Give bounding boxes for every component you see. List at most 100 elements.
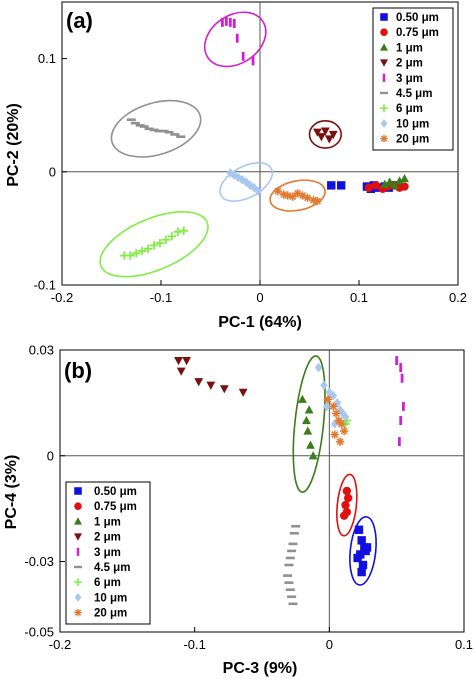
x-tick-label-a: 0.2 xyxy=(449,290,467,305)
point-0-50-m xyxy=(336,181,346,190)
point-3-m xyxy=(402,401,405,411)
legend-label-10-m: 10 μm xyxy=(396,118,429,130)
legend-label-0-50-m: 0.50 μm xyxy=(396,12,439,24)
series-0-75-m-b xyxy=(339,486,353,520)
point-20-m xyxy=(298,191,307,200)
panel-a: -0.2 -0.1 0 0.1 0.2-0.100.1 (a) PC-1 (64%) P… xyxy=(5,1,467,331)
panel-label-a: (a) xyxy=(66,8,93,33)
point-20-m xyxy=(339,426,349,436)
point-4-5-m xyxy=(288,542,298,546)
point-4-5-m xyxy=(283,574,293,577)
point-6-m xyxy=(137,246,147,256)
point-1-m xyxy=(306,440,315,449)
point-6-m xyxy=(143,244,153,253)
point-2-m xyxy=(174,357,183,366)
y-tick-label-a: -0.1 xyxy=(34,278,56,293)
point-1-m xyxy=(297,394,307,403)
cluster-ellipse-a xyxy=(308,120,342,149)
panel-b: -0.2 -0.1 0 0.1 -0.05 -0.03 0 0.03 (b) PC-3 (9%… xyxy=(3,343,473,678)
point-0-50-m xyxy=(357,567,366,577)
x-tick-label-a: -0.2 xyxy=(51,290,73,305)
point-10-m xyxy=(238,174,246,185)
legend-label-1-m: 1 μm xyxy=(396,42,423,54)
point-20-m xyxy=(288,192,297,201)
point-20-m xyxy=(309,195,318,205)
point-2-m xyxy=(182,357,191,366)
series-1-m-b xyxy=(297,394,318,460)
point-2-m xyxy=(206,381,216,390)
legend-label-10-m: 10 μm xyxy=(94,592,127,604)
point-1-m xyxy=(395,176,404,185)
ellipses-a xyxy=(99,11,342,278)
point-0-50-m xyxy=(354,525,364,534)
cluster-ellipse-a xyxy=(219,162,274,202)
point-1-m xyxy=(385,177,395,186)
x-tick-label-b: -0.1 xyxy=(183,637,205,652)
series-20-m-b xyxy=(323,395,349,446)
point-3-m xyxy=(395,356,399,366)
legend-label-3-m: 3 μm xyxy=(396,73,423,85)
point-20-m xyxy=(335,437,345,446)
legend-marker-0-50-m xyxy=(380,13,388,21)
x-axis-label-b: PC-3 (9%) xyxy=(223,660,298,677)
point-1-m xyxy=(400,173,409,183)
point-0-75-m xyxy=(342,507,352,517)
point-0-75-m xyxy=(342,486,352,496)
point-20-m xyxy=(313,197,322,206)
point-4-5-m xyxy=(139,125,149,128)
point-2-m xyxy=(313,128,322,137)
point-2-m xyxy=(324,135,334,144)
point-20-m xyxy=(293,189,302,198)
point-0-75-m xyxy=(343,493,353,503)
series-10-m-a xyxy=(226,168,262,196)
cluster-ellipse-a xyxy=(269,179,326,212)
point-3-m xyxy=(399,363,403,373)
point-4-5-m xyxy=(291,524,301,528)
point-2-m xyxy=(316,133,326,142)
cluster-ellipse-a xyxy=(99,211,209,278)
legend-label-0-50-m: 0.50 μm xyxy=(94,486,137,498)
point-4-5-m xyxy=(176,135,186,139)
point-10-m xyxy=(339,408,347,419)
point-0-50-m xyxy=(362,543,372,552)
legend-items-b: 0.50 μm 0.75 μm 1 μm 2 μm 3 μm 4.5 μm 6 μm 10 μ… xyxy=(73,486,137,620)
legend-items-a: 0.50 μm 0.75 μm 1 μm 2 μm 3 μm 4.5 μm 6 μm 10 μ… xyxy=(379,12,439,146)
point-20-m xyxy=(303,193,312,203)
point-4-5-m xyxy=(287,595,297,599)
point-6-m xyxy=(173,227,183,236)
point-1-m xyxy=(390,180,400,189)
y-axis-label-b: PC-4 (3%) xyxy=(3,455,20,530)
y-tick-label-a: 0.1 xyxy=(38,51,56,66)
legend-marker-0-75-m xyxy=(74,502,82,510)
point-20-m xyxy=(331,409,341,418)
point-6-m xyxy=(179,226,188,235)
series-3-m-b xyxy=(395,356,405,447)
y-tick-label-a: 0 xyxy=(49,164,56,179)
legend-label-3-m: 3 μm xyxy=(94,547,121,559)
point-3-m xyxy=(232,19,236,29)
legend-label-2-m: 2 μm xyxy=(396,58,423,70)
point-4-5-m xyxy=(144,127,154,131)
point-6-m xyxy=(161,235,171,244)
point-0-75-m xyxy=(341,500,350,510)
legend-label-6-m: 6 μm xyxy=(396,103,423,115)
point-20-m xyxy=(334,416,343,425)
legend-marker-20-m xyxy=(380,134,388,143)
point-3-m xyxy=(251,56,255,66)
point-20-m xyxy=(283,191,292,200)
y-tick-label-b: -0.05 xyxy=(24,625,54,640)
series-4-5-m-a xyxy=(126,118,186,139)
point-4-5-m xyxy=(170,133,180,136)
point-1-m xyxy=(308,451,318,460)
legend-marker-0-75-m xyxy=(380,28,388,36)
y-tick-label-b: 0.03 xyxy=(29,343,54,358)
point-3-m xyxy=(399,416,403,425)
series-6-m-a xyxy=(120,226,188,260)
point-6-m xyxy=(155,238,165,248)
x-tick-label-a: 0.1 xyxy=(350,290,368,305)
point-4-5-m xyxy=(154,129,164,133)
point-2-m xyxy=(219,385,229,394)
point-20-m xyxy=(329,402,338,411)
point-4-5-m xyxy=(289,532,299,535)
